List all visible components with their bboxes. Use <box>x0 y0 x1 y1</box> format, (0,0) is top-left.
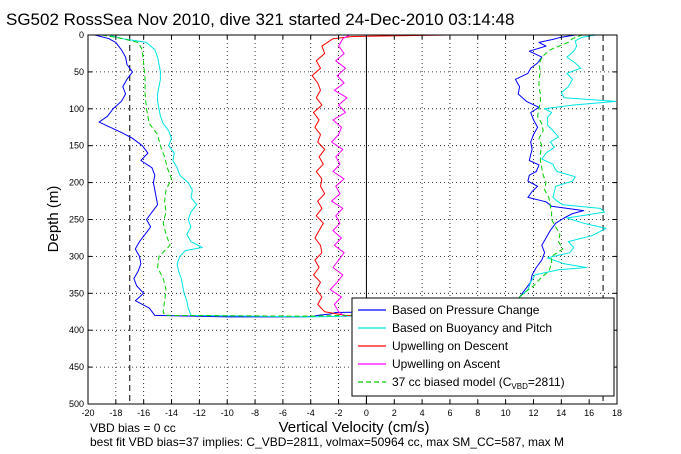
annotation-best-fit: best fit VBD bias=37 implies: C_VBD=2811… <box>90 435 564 449</box>
annotation-vbd-bias: VBD bias = 0 cc <box>90 421 176 435</box>
y-tick-label: 250 <box>69 215 84 225</box>
axis-ticks: -20 -18 -16 -14 -12 -10 -8 -6 -4 -2 0 2 4 6 8 10 12 14 16 1… <box>69 30 622 418</box>
legend-label-5: 37 cc biased model (CVBD=2811) <box>392 375 565 391</box>
y-tick-label: 300 <box>69 251 84 261</box>
x-tick-label: -6 <box>279 408 287 418</box>
series-line-5 <box>101 34 583 317</box>
legend: Based on Pressure Change Based on Buoyanc… <box>351 297 615 397</box>
y-tick-label: 400 <box>69 325 84 335</box>
legend-box <box>351 297 615 397</box>
legend-label-4: Upwelling on Ascent <box>392 357 501 371</box>
x-tick-label: 0 <box>364 408 369 418</box>
y-tick-label: 50 <box>74 67 84 77</box>
legend-label-1: Based on Pressure Change <box>392 303 540 317</box>
x-tick-label: -4 <box>307 408 315 418</box>
y-tick-label: 100 <box>69 104 84 114</box>
y-tick-label: 200 <box>69 178 84 188</box>
y-axis-label: Depth (m) <box>45 186 62 253</box>
x-tick-label: 6 <box>447 408 452 418</box>
x-tick-label: 14 <box>556 408 566 418</box>
x-tick-label: 12 <box>528 408 538 418</box>
x-tick-label: 8 <box>475 408 480 418</box>
x-tick-label: -8 <box>251 408 259 418</box>
series-line-4 <box>329 34 350 318</box>
x-axis-label: Vertical Velocity (cm/s) <box>279 419 430 436</box>
x-tick-label: -20 <box>81 408 94 418</box>
x-tick-label: 2 <box>392 408 397 418</box>
y-tick-label: 350 <box>69 288 84 298</box>
x-tick-label: -10 <box>221 408 234 418</box>
x-tick-label: 18 <box>612 408 622 418</box>
y-tick-label: 450 <box>69 362 84 372</box>
x-tick-label: -12 <box>193 408 206 418</box>
series-line-3 <box>311 34 450 318</box>
legend-label-3: Upwelling on Descent <box>392 339 509 353</box>
x-tick-label: 10 <box>501 408 511 418</box>
x-tick-label: -18 <box>109 408 122 418</box>
x-tick-label: -2 <box>335 408 343 418</box>
x-tick-label: 4 <box>420 408 425 418</box>
y-tick-label: 0 <box>79 30 84 40</box>
y-tick-label: 500 <box>69 399 84 409</box>
x-tick-label: -16 <box>137 408 150 418</box>
series-line-2 <box>108 34 617 318</box>
x-tick-label: -14 <box>165 408 178 418</box>
y-tick-label: 150 <box>69 141 84 151</box>
chart-title: SG502 RossSea Nov 2010, dive 321 started… <box>6 10 514 29</box>
x-tick-label: 16 <box>584 408 594 418</box>
legend-label-2: Based on Buoyancy and Pitch <box>392 321 552 335</box>
